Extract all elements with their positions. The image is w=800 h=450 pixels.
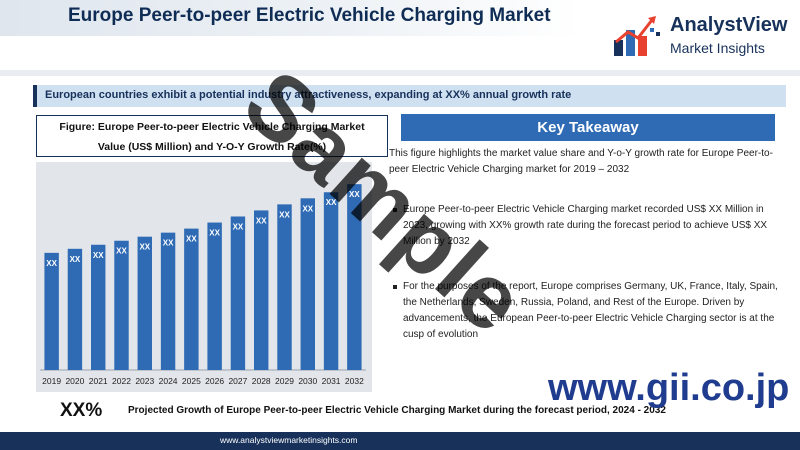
x-tick-label-2020: 2020	[65, 376, 84, 386]
data-label-2029: XX	[279, 210, 290, 219]
figure-title-box: Figure: Europe Peer-to-peer Electric Veh…	[36, 115, 388, 157]
x-tick-label-2024: 2024	[159, 376, 178, 386]
x-tick-label-2023: 2023	[135, 376, 154, 386]
page-title: Europe Peer-to-peer Electric Vehicle Cha…	[68, 5, 551, 26]
data-label-2030: XX	[302, 204, 313, 213]
key-takeaway-intro: This figure highlights the market value …	[389, 148, 773, 175]
bar-chart: XX 2019 XX 2020 XX 2021 XX 2022 XX 2023 XX 2024 XX 20…	[40, 184, 366, 386]
header-divider	[0, 70, 800, 76]
bar-2022	[114, 240, 129, 370]
bar-2019	[44, 252, 59, 370]
figure-title-line2: Value (US$ Million) and Y-O-Y Growth Rat…	[97, 141, 327, 153]
bar-2025	[184, 228, 199, 370]
logo-name: AnalystView	[670, 14, 788, 36]
logo: AnalystView Market Insights	[612, 8, 792, 64]
data-label-2025: XX	[186, 235, 197, 244]
bar-2024	[160, 232, 176, 370]
x-tick-label-2021: 2021	[89, 376, 108, 386]
logo-subtitle: Market Insights	[670, 40, 765, 56]
figure-title-line1: Figure: Europe Peer-to-peer Electric Veh…	[59, 121, 365, 133]
x-tick-label-2019: 2019	[42, 376, 61, 386]
x-tick-label-2029: 2029	[275, 376, 294, 386]
key-takeaway-bullet-1: Europe Peer-to-peer Electric Vehicle Cha…	[403, 204, 768, 247]
x-tick-label-2026: 2026	[205, 376, 224, 386]
x-tick-label-2022: 2022	[112, 376, 131, 386]
data-label-2020: XX	[70, 255, 81, 264]
data-label-2022: XX	[116, 247, 127, 256]
x-tick-label-2028: 2028	[252, 376, 271, 386]
data-label-2024: XX	[163, 239, 174, 248]
x-tick-label-2025: 2025	[182, 376, 201, 386]
x-tick-label-2030: 2030	[298, 376, 317, 386]
gii-watermark: www.gii.co.jp	[548, 367, 790, 409]
bar-2028	[253, 210, 269, 370]
data-label-2021: XX	[93, 251, 104, 260]
title-bar: Europe Peer-to-peer Electric Vehicle Cha…	[0, 0, 580, 36]
bullet-marker-2	[393, 285, 397, 289]
bar-2031	[323, 192, 339, 370]
bar-2029	[277, 204, 292, 370]
key-takeaway-bullet-2: For the purposes of the report, Europe c…	[403, 281, 778, 340]
bar-2027	[230, 216, 246, 370]
analystview-logo-icon	[614, 16, 660, 56]
projected-growth-text: Projected Growth of Europe Peer-to-peer …	[128, 405, 666, 416]
data-label-2023: XX	[139, 243, 150, 252]
data-label-2019: XX	[46, 259, 57, 268]
bullet-marker-1	[393, 208, 397, 212]
chart-area: XX 2019 XX 2020 XX 2021 XX 2022 XX 2023 XX 2024 XX 20…	[36, 162, 372, 392]
data-label-2031: XX	[326, 198, 337, 207]
data-label-2028: XX	[256, 216, 267, 225]
data-label-2027: XX	[233, 222, 244, 231]
bar-2020	[67, 248, 83, 370]
bar-2030	[300, 198, 316, 370]
data-label-2032: XX	[349, 190, 360, 199]
x-tick-label-2032: 2032	[345, 376, 364, 386]
x-tick-label-2031: 2031	[322, 376, 341, 386]
key-takeaway-title: Key Takeaway	[537, 119, 639, 136]
growth-banner-text: European countries exhibit a potential i…	[45, 89, 572, 101]
footer: www.analystviewmarketinsights.com	[0, 432, 800, 450]
projected-growth-value: XX%	[60, 400, 103, 421]
data-label-2026: XX	[209, 229, 220, 238]
bar-2021	[90, 244, 106, 370]
bar-2026	[207, 222, 222, 370]
footer-website-link[interactable]: www.analystviewmarketinsights.com	[220, 435, 358, 445]
growth-banner: European countries exhibit a potential i…	[33, 85, 786, 107]
bar-2032	[347, 184, 362, 370]
x-tick-label-2027: 2027	[228, 376, 247, 386]
bar-2023	[137, 236, 153, 370]
key-takeaway-header: Key Takeaway	[401, 114, 775, 141]
